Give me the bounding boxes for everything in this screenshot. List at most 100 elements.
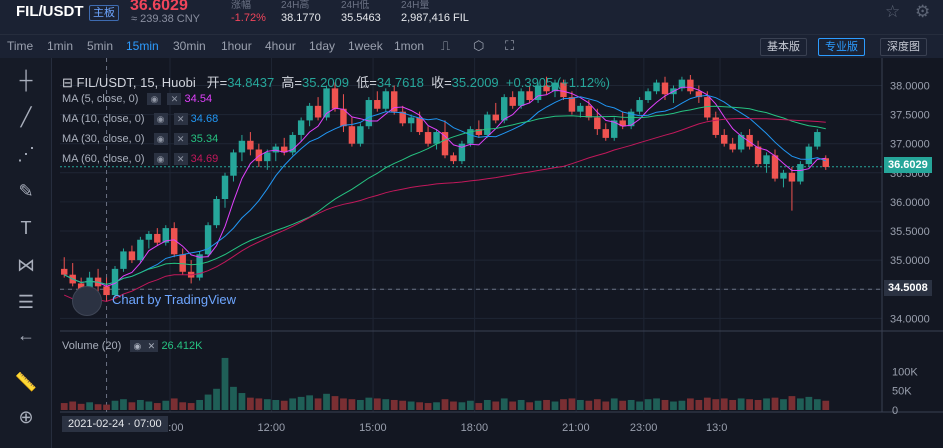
volume-bar — [272, 399, 280, 410]
candle-body — [297, 120, 305, 135]
star-icon[interactable]: ☆ — [885, 2, 901, 21]
candle-body — [492, 114, 499, 121]
close-icon[interactable]: ✕ — [173, 133, 188, 146]
legend-collapse-icon[interactable]: ⊟ — [62, 75, 73, 90]
settings-icon[interactable]: ⬡ — [473, 38, 485, 53]
volume-bar — [509, 401, 517, 410]
eye-icon[interactable]: ◉ — [153, 153, 168, 166]
close-icon[interactable]: ✕ — [173, 113, 188, 126]
candle-body — [721, 134, 728, 144]
candle-body — [374, 100, 381, 109]
ruler-tool-icon[interactable]: 📏 — [14, 372, 38, 392]
close-icon[interactable]: ✕ — [144, 340, 159, 352]
timeframe-1week[interactable]: 1week — [348, 39, 383, 53]
candle-body — [805, 146, 813, 165]
ma-line — [64, 117, 826, 303]
stat-24h-volume: 24H量 2,987,416 FIL — [401, 0, 469, 25]
volume-bar — [255, 398, 263, 410]
volume-bar — [577, 399, 584, 410]
volume-bar — [568, 398, 576, 410]
volume-bar — [230, 386, 237, 410]
volume-bar — [306, 395, 313, 410]
mode-pro-button[interactable]: 专业版 — [818, 38, 865, 56]
candle-body — [780, 172, 787, 179]
crosshair-tool-icon[interactable]: ┼ — [19, 70, 33, 90]
candle-body — [501, 97, 508, 121]
timeframe-4hour[interactable]: 4hour — [265, 39, 296, 53]
volume-bar — [340, 398, 347, 410]
timeframe-1hour[interactable]: 1hour — [221, 39, 252, 53]
timeframe-5min[interactable]: 5min — [87, 39, 114, 53]
ma-row-5: MA (5, close, 0) ◉ ✕ 34.54 — [62, 93, 212, 106]
chart-type-icon[interactable]: ⎍ — [441, 38, 451, 53]
legend-title: FIL/USDT, 15, Huobi — [76, 75, 196, 90]
volume-bar — [602, 401, 610, 410]
candle-body — [746, 134, 753, 147]
timeframe-1min[interactable]: 1min — [47, 39, 74, 53]
candle-body — [221, 175, 229, 199]
low-value: 34.7618 — [376, 75, 424, 90]
stat-value: 2,987,416 FIL — [401, 12, 469, 24]
candle-body — [357, 126, 364, 144]
volume-tick-label: 100K — [892, 366, 918, 378]
candle-body — [712, 117, 719, 135]
volume-bar — [162, 400, 170, 410]
eye-icon[interactable]: ◉ — [153, 113, 168, 126]
volume-bar — [737, 398, 745, 410]
timeframe-1mon[interactable]: 1mon — [394, 39, 425, 53]
candle-body — [399, 111, 406, 124]
fullscreen-icon[interactable]: ⛶ — [505, 38, 515, 53]
candle-body — [814, 132, 821, 147]
eye-icon[interactable]: ◉ — [153, 133, 168, 146]
brush-tool-icon[interactable]: ✎ — [18, 181, 34, 201]
volume-tick-label: 0 — [892, 405, 898, 417]
pattern-tool-icon[interactable]: ⋈ — [17, 255, 35, 275]
ma-value: 34.68 — [190, 113, 219, 125]
text-tool-icon[interactable]: T — [20, 218, 32, 238]
stat-value: 35.5463 — [341, 12, 381, 24]
ma-value: 34.69 — [190, 153, 219, 165]
eye-icon[interactable]: ◉ — [147, 93, 162, 106]
candle-body — [517, 91, 525, 106]
gear-icon[interactable]: ⚙ — [915, 2, 931, 21]
timeframe-1day[interactable]: 1day — [309, 39, 336, 53]
candle-body — [289, 134, 296, 153]
volume-bar — [69, 401, 77, 410]
tradingview-logo-icon — [72, 286, 102, 316]
volume-bar — [695, 399, 703, 410]
candle-body — [763, 155, 770, 165]
timeframe-30min[interactable]: 30min — [173, 39, 206, 53]
volume-bar — [712, 399, 720, 410]
fib-tool-icon[interactable]: ⋰ — [17, 144, 35, 164]
mode-basic-button[interactable]: 基本版 — [760, 38, 807, 56]
eye-icon[interactable]: ◉ — [130, 340, 145, 352]
candle-body — [247, 140, 254, 150]
prediction-tool-icon[interactable]: ☰ — [17, 292, 35, 312]
chart-toolbar: Time 1min 5min 15min 30min 1hour 4hour 1… — [0, 34, 943, 58]
price-tick-label: 35.0000 — [890, 255, 930, 267]
open-value: 34.8437 — [227, 75, 275, 90]
timeframe-15min[interactable]: 15min — [126, 39, 159, 53]
volume-bar — [170, 398, 178, 410]
close-icon[interactable]: ✕ — [173, 153, 188, 166]
ma-row-60: MA (60, close, 0) ◉ ✕ 34.69 — [62, 153, 219, 166]
candle-body — [729, 143, 736, 150]
high-label: 高= — [281, 75, 303, 90]
volume-bar — [780, 399, 787, 410]
volume-bar — [382, 399, 390, 410]
change-value: +0.3905 (+1.12%) — [505, 75, 610, 90]
back-arrow-icon[interactable]: ← — [17, 325, 35, 345]
pair-title[interactable]: FIL/USDT — [16, 3, 84, 20]
timeframe-time[interactable]: Time — [7, 39, 34, 53]
volume-bar — [517, 399, 525, 410]
candle-body — [162, 228, 169, 243]
trend-line-tool-icon[interactable]: ╱ — [20, 107, 32, 127]
mode-depth-button[interactable]: 深度图 — [880, 38, 927, 56]
volume-bar — [323, 393, 330, 410]
volume-bar — [746, 399, 753, 410]
cny-price: ≈ 239.38 CNY — [131, 13, 201, 25]
zoom-tool-icon[interactable]: ⊕ — [18, 407, 34, 427]
close-icon[interactable]: ✕ — [167, 93, 182, 106]
last-price: 36.6029 — [130, 0, 188, 14]
